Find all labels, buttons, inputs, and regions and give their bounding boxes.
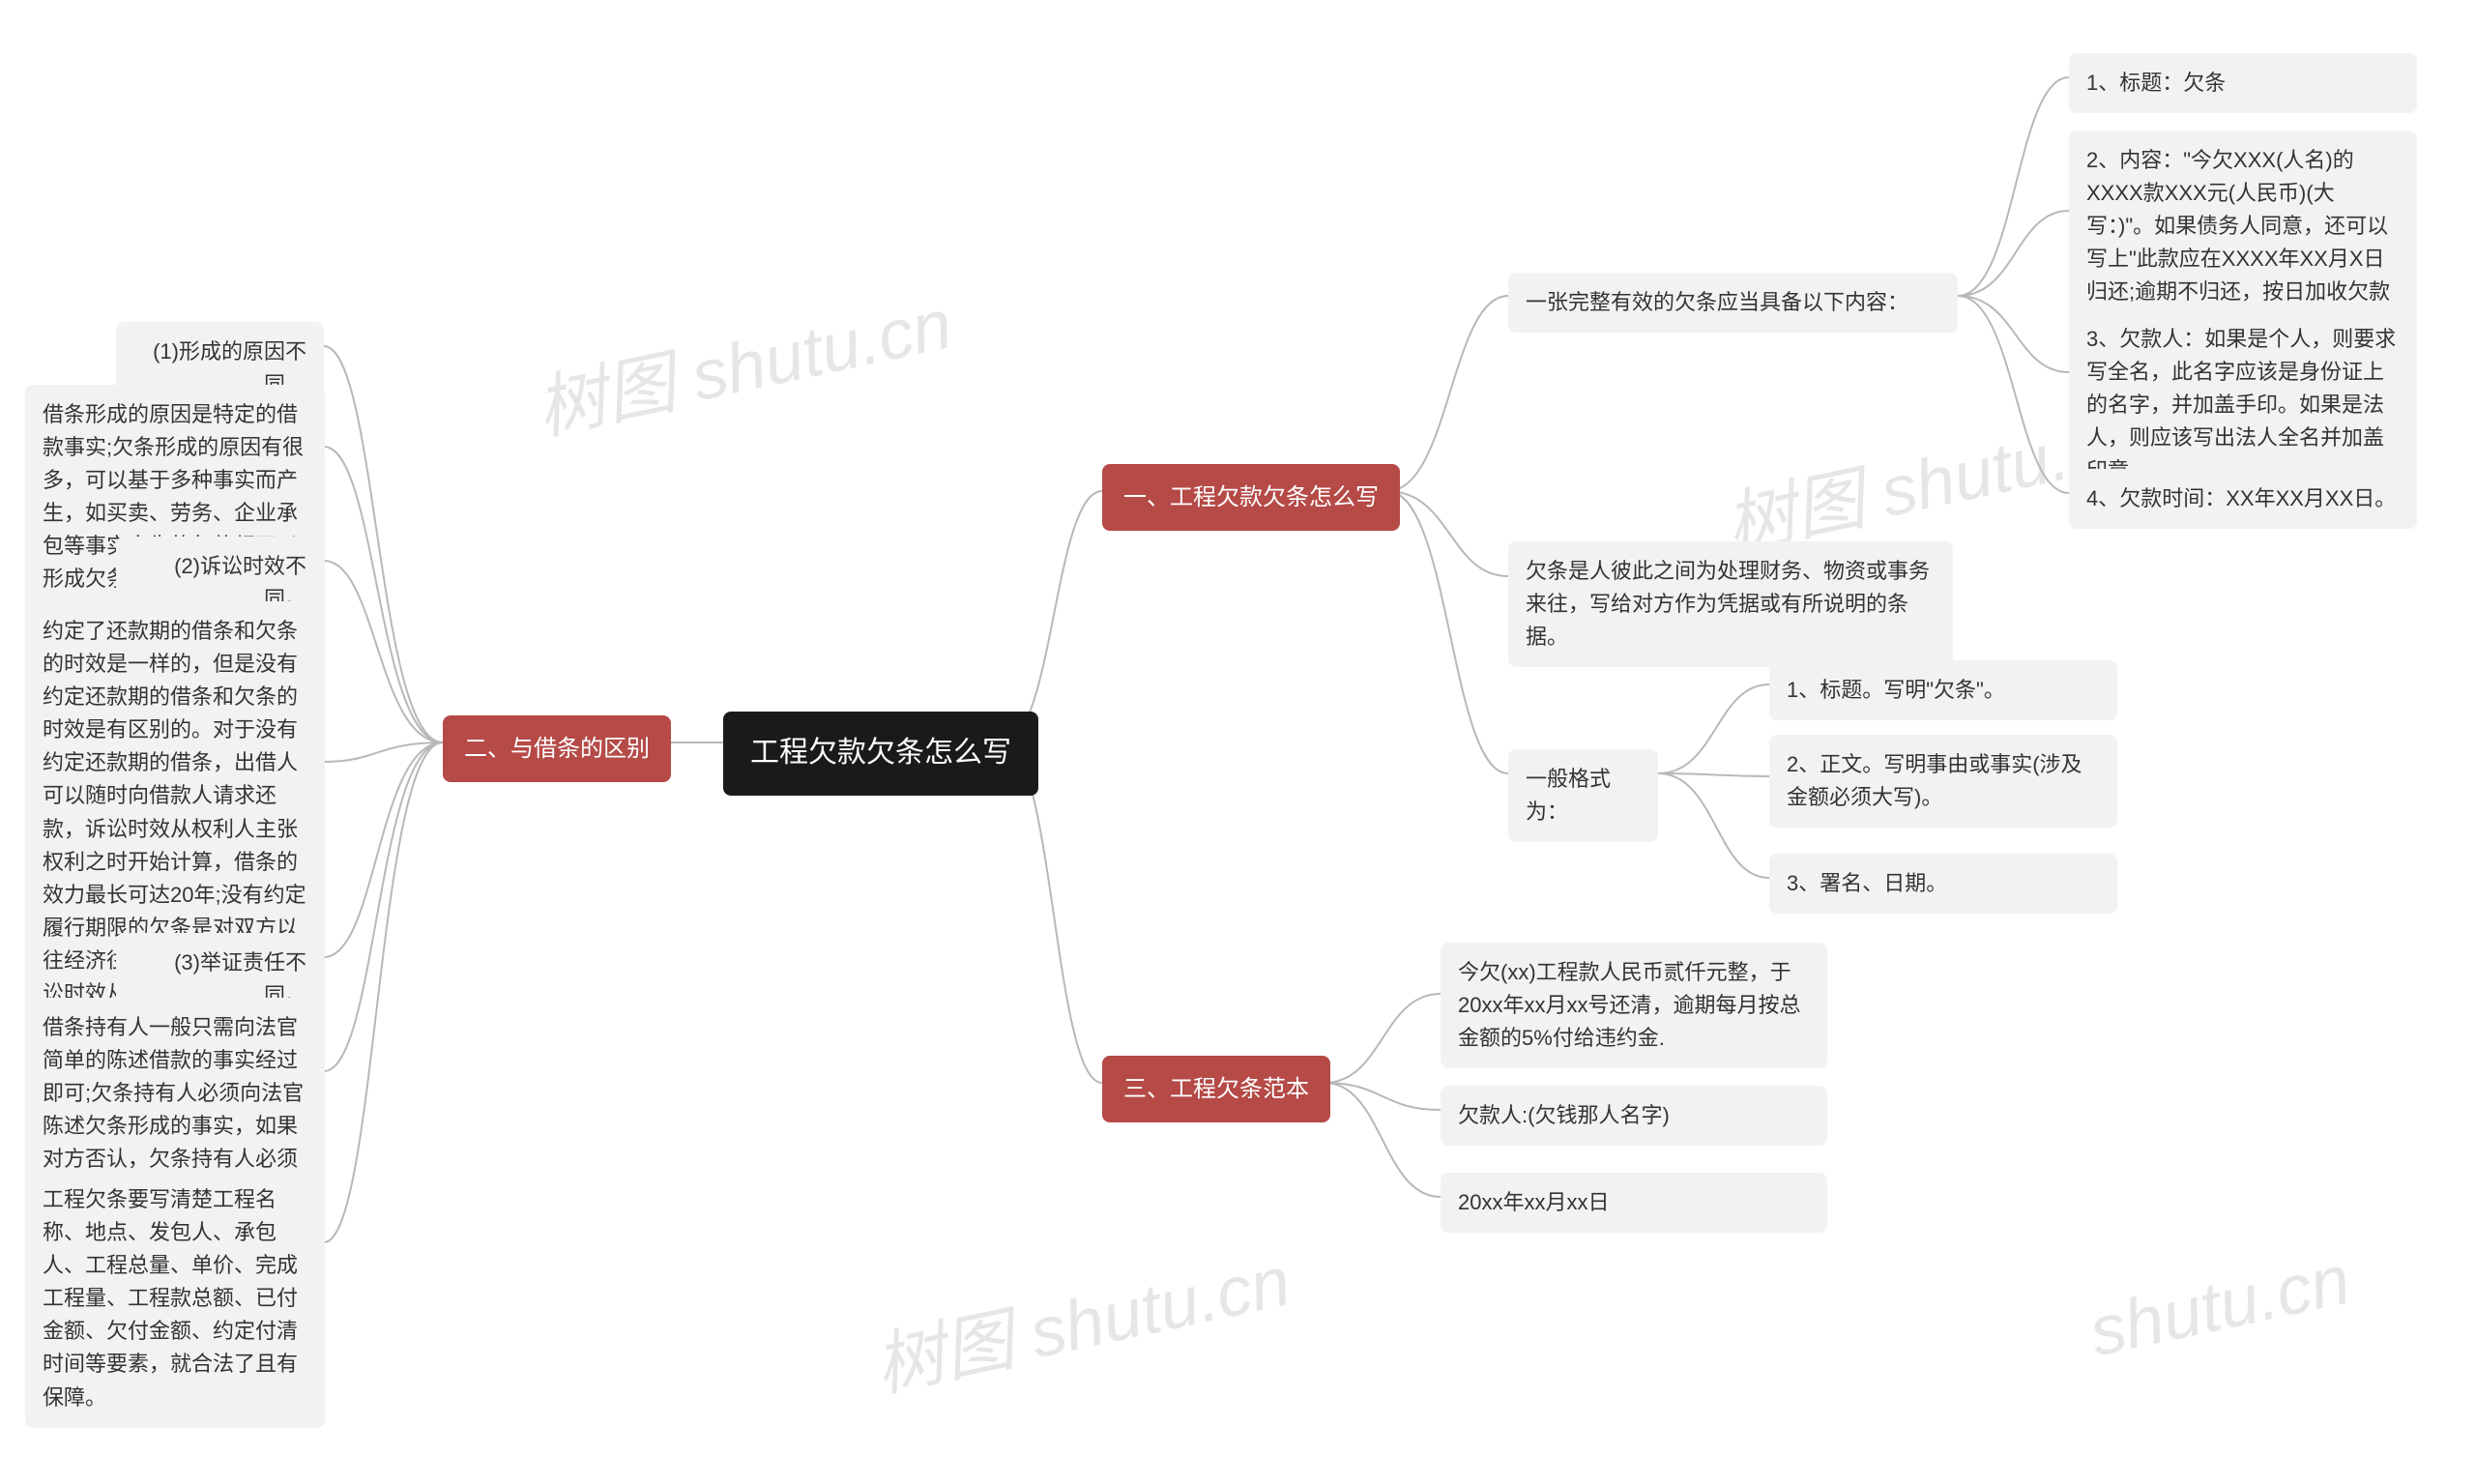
watermark: shutu.cn (2082, 1240, 2356, 1373)
s1-sub1-c4[interactable]: 4、欠款时间：XX年XX月XX日。 (2069, 469, 2417, 529)
s1-sub3-c2[interactable]: 2、正文。写明事由或事实(涉及金额必须大写)。 (1769, 735, 2117, 828)
mindmap-canvas: 树图 shutu.cn 树图 shutu.cn 树图 shutu.cn shut… (0, 0, 2475, 1484)
branch-one[interactable]: 一、工程欠款欠条怎么写 (1102, 464, 1400, 531)
s2-c7[interactable]: 工程欠条要写清楚工程名称、地点、发包人、承包人、工程总量、单价、完成工程量、工程… (25, 1170, 325, 1428)
s1-sub1[interactable]: 一张完整有效的欠条应当具备以下内容： (1508, 273, 1958, 333)
root-node[interactable]: 工程欠款欠条怎么写 (723, 712, 1038, 796)
s3-c1[interactable]: 今欠(xx)工程款人民币贰仟元整，于20xx年xx月xx号还清，逾期每月按总金额… (1441, 943, 1827, 1068)
s1-sub2[interactable]: 欠条是人彼此之间为处理财务、物资或事务来往，写给对方作为凭据或有所说明的条据。 (1508, 541, 1953, 667)
branch-three[interactable]: 三、工程欠条范本 (1102, 1056, 1330, 1122)
branch-two[interactable]: 二、与借条的区别 (443, 715, 671, 782)
s3-c2[interactable]: 欠款人:(欠钱那人名字) (1441, 1086, 1827, 1146)
s3-c3[interactable]: 20xx年xx月xx日 (1441, 1173, 1827, 1233)
s1-sub3[interactable]: 一般格式为： (1508, 749, 1658, 842)
s1-sub1-c1[interactable]: 1、标题：欠条 (2069, 53, 2417, 113)
s1-sub3-c1[interactable]: 1、标题。写明"欠条"。 (1769, 660, 2117, 720)
s1-sub3-c3[interactable]: 3、署名、日期。 (1769, 854, 2117, 914)
watermark: 树图 shutu.cn (526, 267, 959, 453)
watermark: 树图 shutu.cn (864, 1224, 1297, 1411)
